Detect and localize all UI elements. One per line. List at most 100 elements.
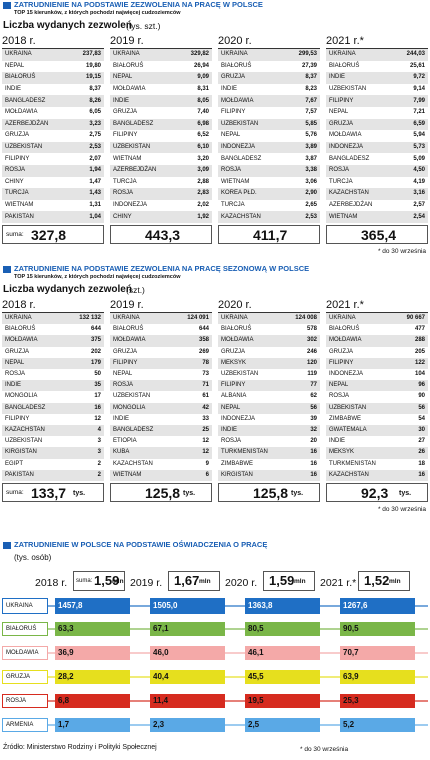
sum-box: 125,8 tys. [218, 483, 320, 502]
value: 42 [202, 404, 209, 411]
year-label: 2020 r. [218, 299, 252, 311]
band-segment: 70,7 [340, 646, 415, 660]
sum-value: 1,59 [94, 573, 120, 588]
country: FILIPINY [329, 359, 354, 366]
country: NEPAL [329, 382, 349, 389]
value: 3,20 [197, 155, 209, 162]
table-row: KIRGISTAN 16 [218, 469, 320, 481]
sum-value: 1,52 [364, 573, 390, 588]
table-row: WIETNAM 1,31 [2, 199, 104, 212]
value: 2 [97, 471, 101, 478]
value: 19,15 [85, 74, 101, 81]
value: 90 [418, 393, 425, 400]
band-segment: 63,3 [55, 622, 130, 636]
value: 1457,8 [58, 601, 83, 610]
country: BIAŁORUŚ [5, 326, 36, 333]
footnote: * do 30 września [377, 506, 426, 513]
country: KUBA [113, 449, 130, 456]
table-row: UZBEKISTAN 3 [2, 436, 104, 448]
country: ZIMBABWE [221, 460, 254, 467]
value: 120 [306, 359, 317, 366]
table-rule [218, 312, 320, 313]
country: GRUZJA [221, 348, 245, 355]
table-row: NEPAL 56 [218, 402, 320, 414]
country: WIETNAM [5, 202, 34, 209]
value: 7,40 [197, 109, 209, 116]
band-segment: 1363,8 [245, 598, 320, 614]
table-row: UZBEKISTAN 119 [218, 369, 320, 381]
band-segment: 11,4 [150, 694, 225, 708]
source: Źródło: Ministerstwo Rodziny i Polityki … [3, 744, 157, 751]
country: BANGLADESZ [5, 404, 46, 411]
country: WIETNAM [221, 178, 250, 185]
band-segment: 36,9 [55, 646, 130, 660]
band-segment: 1505,0 [150, 598, 225, 614]
value: 3,87 [305, 155, 317, 162]
band-segment: 2,3 [150, 718, 225, 732]
value: 12 [202, 438, 209, 445]
country: BANGLADESZ [5, 97, 46, 104]
heading: Liczba wydanych zezwoleń [3, 284, 132, 295]
table-row: INDONEZJA 104 [326, 369, 428, 381]
table-row: FILIPINY 6,52 [110, 130, 212, 142]
value: 16 [310, 471, 317, 478]
table-row: MOŁDAWIA 302 [218, 335, 320, 347]
country: NEPAL [5, 359, 25, 366]
table-row: TURCJA 4,19 [326, 176, 428, 189]
country: EGIPT [5, 460, 24, 467]
table-row: INDIE 8,23 [218, 83, 320, 96]
country: UZBEKISTAN [113, 144, 151, 151]
value: 246 [306, 348, 317, 355]
value: 46,0 [153, 648, 169, 657]
table-rule [218, 48, 320, 49]
table-row: CHINY 1,92 [110, 211, 212, 223]
title-icon [3, 2, 11, 9]
table-row: BANGLADESZ 5,09 [326, 153, 428, 165]
value: 1,47 [89, 178, 101, 185]
value: 358 [198, 337, 209, 344]
sum-box: suma: 327,8 [2, 225, 104, 244]
table-row: FILIPINY 7,57 [218, 107, 320, 119]
table-row: UKRAINA 90 667 [326, 313, 428, 325]
year-label: 2019 r. [110, 35, 144, 47]
value: 2 [97, 460, 101, 467]
table-row: INDIE 32 [218, 425, 320, 437]
country: KAZACHSTAN [5, 427, 45, 434]
country: KAZACHSTAN [329, 190, 369, 197]
country: BIAŁORUŚ [113, 326, 144, 333]
value: 8,26 [89, 97, 101, 104]
country: MEKSYK [329, 449, 355, 456]
value: 36,9 [58, 648, 74, 657]
sum-value: 327,8 [31, 227, 67, 243]
country: ROSJA [329, 167, 350, 174]
country: MONGOLIA [113, 404, 146, 411]
table-row: ROSJA 71 [110, 380, 212, 392]
band-segment: 5,2 [340, 718, 415, 732]
country: AZERBEJDŻAN [113, 167, 157, 174]
value: 2,53 [89, 144, 101, 151]
table-row: CHINY 1,47 [2, 176, 104, 189]
country: UZBEKISTAN [5, 144, 43, 151]
value: 7,67 [305, 97, 317, 104]
table-row: UZBEKISTAN 5,85 [218, 118, 320, 131]
table-row: FILIPINY 12 [2, 413, 104, 425]
country: GRUZJA [5, 132, 29, 139]
section-title: ZATRUDNIENIE W POLSCE NA PODSTAWIE OŚWIA… [14, 540, 268, 549]
table-row: UKRAINA 132 132 [2, 313, 104, 325]
table-row: ROSJA 90 [326, 391, 428, 403]
table-row: KIRGISTAN 3 [2, 447, 104, 459]
value: 26,94 [193, 62, 209, 69]
table-row: GWATEMALA 30 [326, 425, 428, 437]
band-segment: 40,4 [150, 670, 225, 684]
value: 40,4 [153, 672, 169, 681]
table-row: MOŁDAWIA 358 [110, 335, 212, 347]
value: 269 [198, 348, 209, 355]
value: 5,85 [305, 120, 317, 127]
table-row: BANGLADESZ 16 [2, 402, 104, 414]
table-row: GRUZJA 246 [218, 346, 320, 358]
value: 32 [310, 427, 317, 434]
value: 12 [94, 415, 101, 422]
value: 2,02 [197, 202, 209, 209]
country: MOŁDAWIA [329, 337, 362, 344]
